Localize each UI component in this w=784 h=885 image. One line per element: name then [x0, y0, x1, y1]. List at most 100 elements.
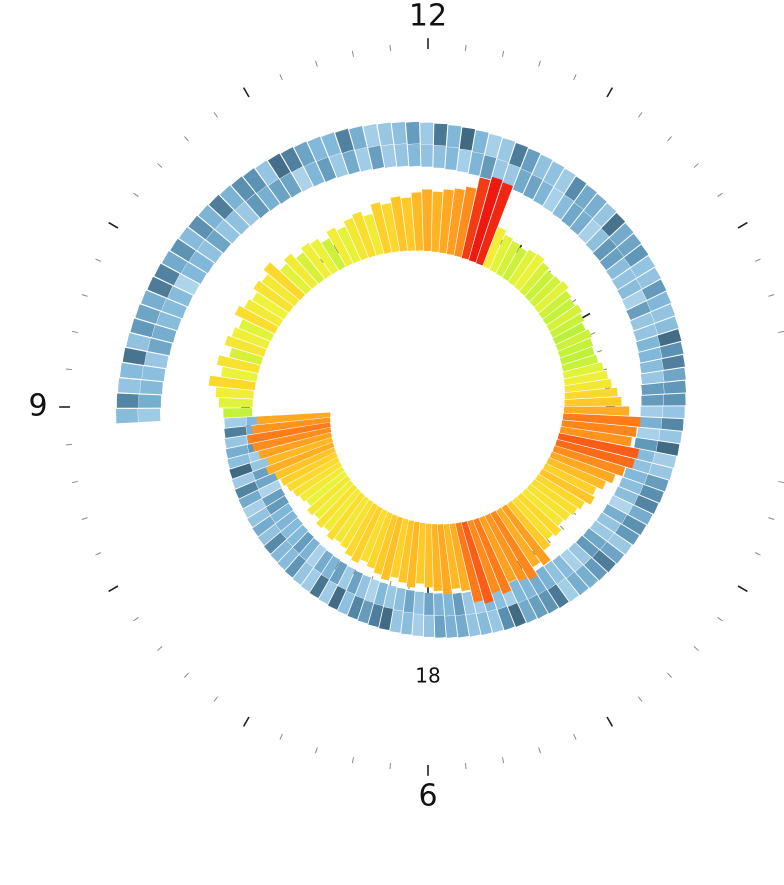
band-cell-outer	[307, 136, 328, 162]
band-cell-outer	[280, 147, 303, 173]
band-cell-outer	[654, 316, 679, 335]
data-bar	[542, 298, 575, 326]
band-cell-outer	[379, 607, 393, 631]
data-bar	[390, 196, 408, 252]
data-bar	[208, 375, 256, 391]
tick-mark	[351, 50, 355, 57]
tick-mark	[573, 74, 577, 81]
band-cell-inner	[542, 187, 564, 213]
band-cell-outer	[646, 291, 672, 312]
band-cell-outer	[547, 584, 569, 608]
data-bar	[542, 463, 597, 496]
band-cell-inner	[329, 153, 349, 178]
band-cell-inner	[268, 178, 291, 204]
band-cell-inner	[583, 528, 607, 550]
band-cell-outer	[405, 121, 420, 145]
band-cell-outer	[349, 125, 367, 151]
band-cell-outer	[659, 341, 684, 359]
data-bar	[411, 192, 424, 251]
band-cell-outer	[135, 304, 161, 324]
data-bar	[512, 497, 553, 540]
band-cell-outer	[161, 250, 188, 274]
band-cell-inner	[479, 155, 497, 180]
data-bar	[517, 492, 562, 536]
tick-mark	[389, 581, 392, 587]
band-cell-inner	[197, 240, 223, 263]
band-cell-outer	[267, 153, 291, 179]
band-cell-inner	[569, 210, 593, 235]
band-cell-inner	[393, 587, 406, 611]
band-cell-inner	[468, 151, 484, 176]
data-bar	[563, 370, 608, 386]
data-bar	[265, 442, 335, 475]
data-bar	[561, 420, 637, 437]
tick-mark	[108, 585, 119, 593]
band-cell-outer	[277, 547, 300, 571]
band-cell-outer	[270, 540, 293, 563]
data-bar	[253, 280, 294, 313]
data-bar	[521, 488, 564, 526]
band-cell-inner	[299, 538, 320, 561]
band-cell-inner	[638, 347, 662, 363]
data-bar	[247, 422, 331, 444]
tick-mark	[464, 762, 467, 770]
tick-mark	[81, 517, 88, 520]
band-cell-outer	[644, 474, 669, 492]
band-cell-inner	[512, 168, 532, 194]
band-cell-inner	[306, 544, 327, 567]
band-cell-inner	[641, 382, 665, 395]
band-cell-outer	[636, 267, 661, 289]
data-bar	[555, 329, 592, 352]
tick-mark	[590, 332, 596, 336]
band-cell-outer	[224, 417, 247, 428]
band-cell-inner	[355, 147, 373, 172]
tick-mark	[499, 239, 503, 245]
band-cell-outer	[518, 599, 537, 624]
tick-mark	[320, 258, 324, 264]
data-bar	[217, 355, 261, 374]
data-bar	[439, 189, 454, 254]
band-cell-outer	[252, 516, 276, 537]
band-cell-outer	[179, 226, 205, 251]
data-bar	[244, 299, 284, 327]
band-cell-inner	[433, 593, 445, 616]
band-cell-outer	[264, 532, 287, 554]
tick-mark	[133, 617, 139, 622]
band-cell-outer	[656, 441, 680, 456]
tick-mark	[606, 87, 614, 98]
band-cell-inner	[593, 238, 617, 261]
band-cell-inner	[329, 561, 348, 585]
band-cell-outer	[445, 615, 458, 638]
data-bar	[496, 507, 541, 568]
band-cell-outer	[609, 223, 634, 247]
band-cell-outer	[255, 160, 279, 186]
band-cell-inner	[141, 366, 166, 382]
band-cell-inner	[552, 555, 574, 579]
tick-mark	[768, 517, 775, 520]
band-cell-outer	[608, 533, 632, 555]
data-bar	[557, 433, 640, 459]
data-bar	[475, 182, 514, 266]
band-cell-outer	[318, 580, 338, 605]
data-bar	[363, 213, 384, 256]
band-cell-outer	[219, 185, 245, 211]
band-cell-outer	[583, 193, 607, 218]
band-cell-inner	[618, 477, 644, 495]
tick-mark	[778, 330, 784, 334]
tick-mark	[501, 757, 505, 764]
band-cell-outer	[247, 507, 271, 528]
data-bar	[443, 523, 461, 590]
band-cell-inner	[286, 524, 309, 547]
band-cell-outer	[497, 606, 515, 631]
band-cell-inner	[364, 578, 380, 603]
band-cell-inner	[599, 247, 624, 271]
data-bar	[401, 197, 416, 251]
band-cell-inner	[255, 472, 279, 490]
band-cell-inner	[445, 147, 459, 171]
band-cell-inner	[316, 156, 337, 182]
band-cell-inner	[189, 250, 215, 274]
data-bar	[530, 479, 578, 516]
band-cell-outer	[292, 561, 314, 585]
data-bar	[373, 514, 398, 575]
